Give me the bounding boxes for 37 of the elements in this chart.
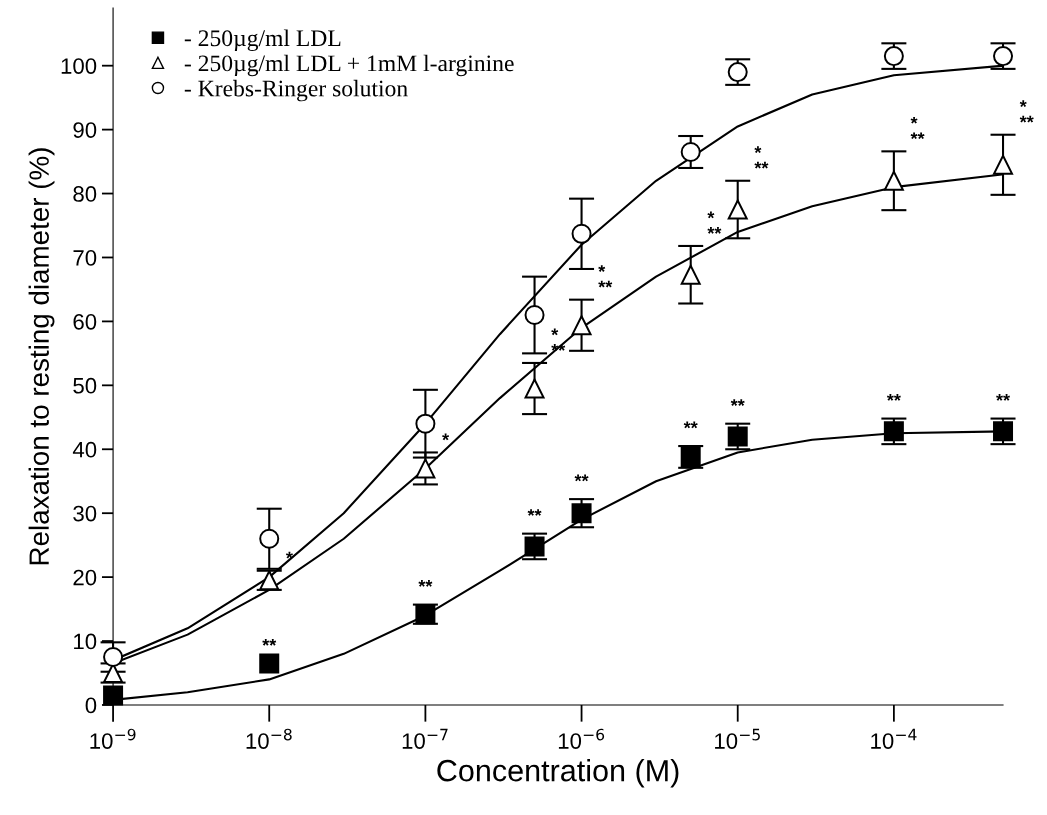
annotation: * ** bbox=[910, 116, 925, 140]
annotation: ** bbox=[683, 421, 698, 429]
x-tick-label: 10$^{−7}$ bbox=[402, 728, 448, 749]
y-tick-label: 80 bbox=[73, 186, 97, 202]
annotation: ** bbox=[262, 638, 277, 646]
y-tick-label: 50 bbox=[73, 377, 97, 394]
legend-label: - 250µg/ml LDL bbox=[184, 29, 341, 52]
annotation: ** bbox=[527, 509, 542, 516]
annotation: ** bbox=[886, 394, 901, 401]
y-tick-label: 60 bbox=[73, 313, 97, 330]
x-tick-label: 10$^{−9}$ bbox=[90, 728, 136, 749]
y-tick-label: 70 bbox=[73, 250, 97, 266]
y-tick-label: 0 bbox=[85, 697, 97, 714]
annotation: ** bbox=[996, 394, 1011, 401]
y-tick-label: 100 bbox=[61, 58, 97, 74]
annotation: ** bbox=[418, 580, 433, 587]
y-tick-label: 40 bbox=[72, 441, 97, 458]
x-tick-label: 10$^{−8}$ bbox=[246, 728, 292, 749]
legend-label: - Krebs-Ringer solution bbox=[184, 79, 408, 102]
annotation: * ** bbox=[1019, 100, 1034, 123]
x-tick-label: 10$^{−5}$ bbox=[715, 728, 760, 749]
x-tick-label: 10$^{−6}$ bbox=[558, 728, 605, 749]
y-tick-label: 20 bbox=[73, 569, 97, 586]
annotation: * ** bbox=[598, 265, 613, 288]
y-axis-title: Relaxation to resting diameter (%) bbox=[28, 148, 55, 565]
annotation: * ** bbox=[754, 146, 769, 169]
annotation: * bbox=[285, 551, 293, 559]
annotation: ** bbox=[730, 399, 745, 406]
x-tick-label: 10$^{−4}$ bbox=[871, 728, 917, 749]
x-axis-title: Concentration (M) bbox=[437, 759, 679, 788]
annotation: * bbox=[442, 433, 450, 441]
y-tick-label: 90 bbox=[73, 122, 97, 138]
y-tick-label: 30 bbox=[73, 505, 97, 522]
annotation: * ** bbox=[707, 211, 722, 234]
annotation: ** bbox=[574, 474, 589, 482]
y-tick-label: 10 bbox=[74, 633, 97, 650]
legend-label: - 250µg/ml LDL + 1mM l-arginine bbox=[184, 54, 514, 77]
